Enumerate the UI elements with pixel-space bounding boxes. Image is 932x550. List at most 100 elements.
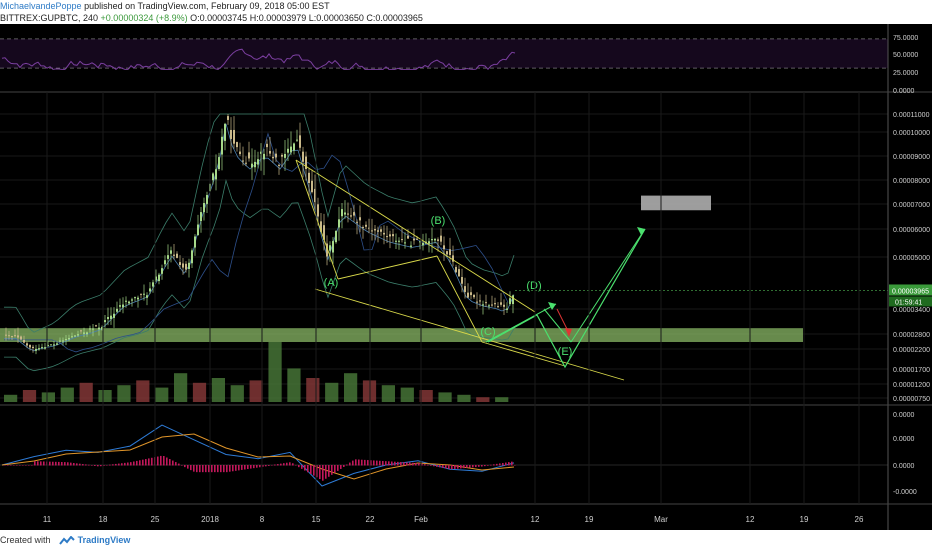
macd-histogram-bar — [34, 461, 36, 466]
candle-body — [263, 153, 265, 160]
macd-histogram-bar — [211, 465, 213, 473]
candle-body — [212, 173, 214, 181]
candle-body — [338, 219, 340, 228]
macd-histogram-bar — [490, 464, 492, 466]
candle-body — [431, 239, 433, 241]
candle-body — [74, 335, 76, 337]
candle-body — [41, 347, 43, 349]
macd-histogram-bar — [160, 455, 162, 466]
macd-histogram-bar — [250, 465, 252, 469]
candle-body — [14, 335, 16, 337]
macd-histogram-bar — [13, 465, 15, 466]
macd-histogram-bar — [319, 465, 321, 480]
footer: Created with TradingView — [0, 530, 932, 550]
wave-projection-line — [570, 228, 646, 343]
candle-body — [437, 239, 439, 241]
candle-body — [485, 302, 487, 304]
macd-histogram-bar — [220, 465, 222, 473]
macd-histogram-bar — [370, 460, 372, 466]
macd-histogram-bar — [73, 462, 75, 466]
wave-label: (D) — [526, 280, 541, 292]
candle-body — [440, 235, 442, 242]
author-name[interactable]: MichaelvandePoppe — [0, 1, 82, 11]
macd-histogram-bar — [61, 462, 63, 466]
price-tick-label: 0.00008000 — [893, 178, 930, 185]
macd-histogram-bar — [136, 460, 138, 466]
macd-histogram-bar — [475, 465, 477, 468]
macd-histogram-bar — [484, 465, 486, 467]
macd-histogram-bar — [31, 465, 33, 466]
time-tick-label: 8 — [260, 515, 265, 524]
macd-histogram-bar — [133, 461, 135, 466]
macd-histogram-bar — [448, 465, 450, 469]
macd-histogram-bar — [196, 465, 198, 473]
candle-body — [158, 274, 160, 282]
price-axis[interactable]: 75.0000 50.0000 25.0000 0.0000 0.00011000 0.0… — [0, 24, 932, 530]
candle-body — [350, 215, 352, 217]
candle-body — [221, 136, 223, 155]
volume-bar — [419, 390, 433, 402]
candle-body — [488, 305, 490, 307]
candle-body — [68, 338, 70, 340]
macd-histogram-bar — [502, 462, 504, 466]
macd-histogram-bar — [40, 461, 42, 466]
volume-bar — [117, 385, 131, 402]
arrow-head-icon — [637, 227, 645, 235]
macd-histogram-bar — [316, 465, 318, 478]
time-tick-label: 18 — [99, 515, 108, 524]
footer-brand[interactable]: TradingView — [77, 535, 131, 545]
candle-body — [293, 143, 295, 151]
candle-body — [215, 169, 217, 180]
time-tick-label: 12 — [746, 515, 755, 524]
candle-body — [335, 230, 337, 243]
price-tick-label: 0.00001700 — [893, 367, 930, 374]
macd-histogram-bar — [49, 461, 51, 466]
macd-histogram-bar — [4, 465, 6, 466]
macd-histogram-bar — [259, 465, 261, 468]
rsi-tick-label: 25.0000 — [893, 70, 918, 77]
macd-histogram-bar — [7, 465, 9, 466]
candle-body — [20, 336, 22, 340]
macd-histogram-bar — [415, 462, 417, 466]
candle-body — [446, 251, 448, 255]
macd-histogram-bar — [85, 464, 87, 466]
candle-body — [38, 348, 40, 350]
macd-histogram-bar — [514, 465, 516, 466]
candle-body — [359, 217, 361, 221]
macd-histogram-bar — [496, 463, 498, 466]
countdown-badge — [889, 296, 932, 307]
candle-body — [149, 288, 151, 292]
macd-histogram-bar — [106, 465, 108, 466]
chart-header-line-2: BITTREX:GUPBTC, 240 +0.00000324 (+8.9%) … — [0, 12, 932, 24]
macd-histogram-bar — [349, 462, 351, 466]
macd-histogram-bar — [286, 462, 288, 466]
price-tick-label: 0.00006000 — [893, 227, 930, 234]
macd-histogram-bar — [202, 465, 204, 473]
candle-body — [254, 161, 256, 168]
macd-histogram-bar — [367, 460, 369, 466]
macd-histogram-bar — [88, 464, 90, 466]
volume-bar — [495, 397, 509, 402]
candle-body — [383, 232, 385, 235]
time-axis[interactable]: 11 18 25 2018 8 15 22 Feb 12 19 Mar 12 19 26 — [43, 92, 864, 524]
macd-histogram-bar — [217, 465, 219, 473]
macd-histogram-bar — [157, 456, 159, 466]
macd-histogram-bar — [118, 463, 120, 466]
candle-body — [197, 224, 199, 236]
volume-bar — [230, 385, 244, 402]
rsi-band — [0, 39, 888, 68]
chart-area[interactable]: (A) (B) (C) (D) (E) 75.0000 50.0000 25.0000 0.0… — [0, 24, 932, 530]
candle-body — [482, 304, 484, 306]
candle-body — [125, 300, 127, 302]
candle-body — [134, 297, 136, 299]
macd-histogram-bar — [358, 459, 360, 466]
macd-histogram-bar — [433, 465, 435, 467]
macd-histogram-bar — [151, 457, 153, 466]
macd-histogram-bar — [112, 464, 114, 466]
candle-body — [371, 230, 373, 232]
candle-body — [347, 213, 349, 215]
macd-histogram-bar — [430, 465, 432, 466]
volume-bar — [98, 390, 112, 402]
macd-histogram-bar — [298, 465, 300, 468]
candle-body — [398, 240, 400, 242]
